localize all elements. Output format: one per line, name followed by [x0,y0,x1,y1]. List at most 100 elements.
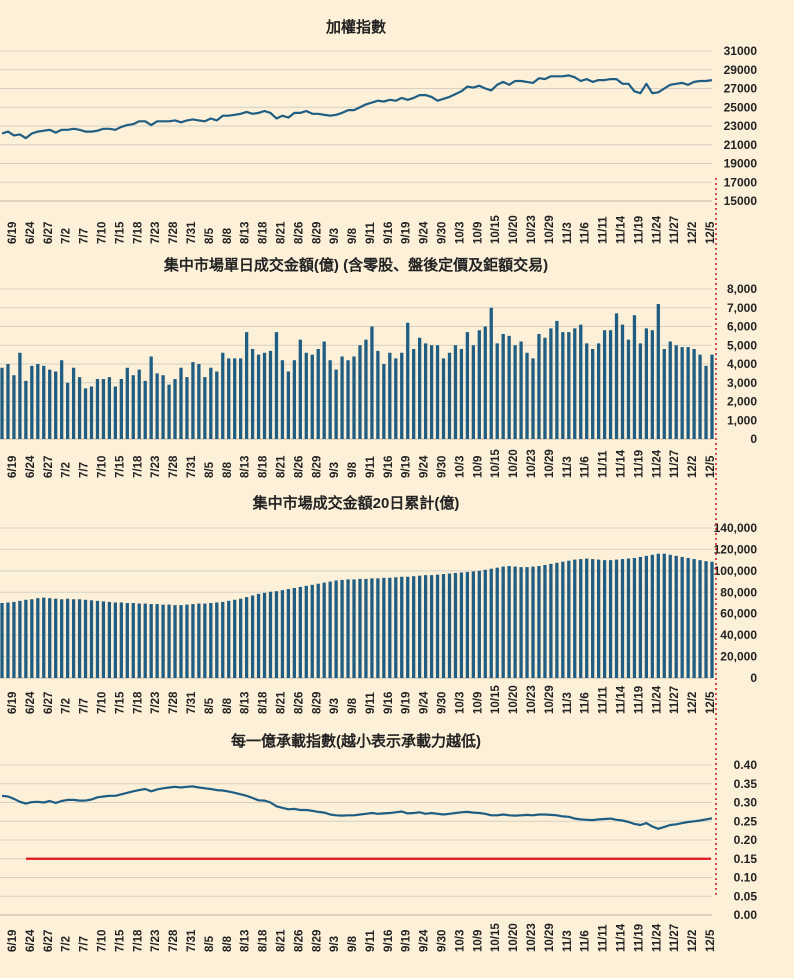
bar-mark [256,593,261,678]
y-tick-label: 4,000 [727,357,757,371]
bar-mark [250,349,255,439]
x-tick-label: 7/28 [168,221,180,244]
bar-mark [60,599,64,678]
bar-mark [286,371,291,439]
bar-mark [626,558,631,678]
x-tick-label: 7/23 [150,930,162,952]
x-tick-label: 9/11 [365,930,377,952]
chart-title: 每一億承載指數(越小表示承載力越低) [231,732,481,750]
bar-mark [298,339,302,439]
bar-mark [239,598,243,678]
x-tick-label: 7/2 [61,462,73,478]
x-tick-label: 9/30 [437,456,449,478]
bar-mark [185,377,189,439]
bar-mark [12,601,16,678]
bar-mark [36,364,40,439]
bar-mark [412,349,416,439]
bar-mark [161,604,165,678]
x-tick-label: 11/27 [669,216,681,244]
bar-mark [674,555,678,678]
y-tick-label: 100,000 [714,564,758,578]
x-tick-label: 6/24 [25,455,37,478]
bar-mark [60,360,64,439]
x-tick-label: 7/18 [132,455,144,478]
bar-mark [340,579,344,678]
x-tick-label: 8/8 [222,935,234,952]
x-tick-label: 11/6 [580,456,592,478]
y-tick-label: 7,000 [727,301,757,315]
bar-mark [394,577,398,678]
bar-mark [292,360,296,439]
bar-mark [573,559,577,678]
bar-mark [0,603,4,678]
bar-mark [585,558,589,678]
bar-mark [459,572,464,678]
bar-mark [83,388,88,439]
bar-mark [471,571,475,678]
x-tick-label: 10/15 [490,923,502,952]
chart-title: 集中市場成交金額20日累計(億) [252,494,460,512]
bar-mark [340,356,344,439]
x-tick-label: 11/11 [598,450,610,478]
x-tick-label: 9/11 [365,692,377,714]
y-tick-label: 0.25 [734,814,758,828]
y-tick-label: 19000 [724,157,758,171]
x-tick-label: 7/28 [168,455,180,478]
bar-mark [698,560,702,678]
bar-mark [602,560,607,678]
bar-mark [549,328,553,439]
y-tick-label: 1,000 [727,413,757,427]
x-tick-label: 9/16 [383,692,395,714]
x-tick-label: 8/8 [222,461,234,478]
bar-mark [54,598,58,678]
bar-mark [376,350,380,439]
bar-mark [453,345,458,439]
bar-mark [233,599,237,678]
x-tick-label: 11/19 [633,924,645,952]
bar-mark [435,345,440,439]
x-tick-label: 9/24 [419,691,431,714]
bar-mark [668,341,672,439]
chart-title: 集中市場單日成交金額(億) (含零股、盤後定價及鉅額交易) [163,256,548,274]
x-tick-label: 9/8 [347,227,359,244]
x-tick-label: 9/19 [401,930,413,952]
x-tick-label: 8/13 [240,456,252,478]
bar-mark [429,575,434,678]
bar-mark [656,304,660,439]
bar-mark [429,345,434,439]
bar-mark [668,554,672,678]
x-tick-label: 7/7 [79,936,91,952]
bar-mark [227,358,231,439]
x-tick-label: 6/19 [7,692,19,714]
chart-turnover20: 集中市場成交金額20日累計(億) 0 20,000 40,000 60,000 80,00… [0,494,757,714]
y-tick-label: 5,000 [727,338,757,352]
x-tick-label: 11/14 [616,215,628,244]
bar-mark [268,591,273,678]
x-tick-label: 9/16 [383,222,395,244]
x-tick-label: 8/5 [204,461,216,478]
bar-mark [167,604,171,678]
bar-mark [197,364,201,439]
bar-mark [191,604,195,678]
x-tick-label: 6/27 [43,692,55,714]
bar-mark [614,313,619,439]
y-tick-label: 2,000 [727,395,757,409]
x-tick-label: 10/9 [472,930,484,952]
bar-mark [656,553,660,678]
bar-mark [239,358,243,439]
bar-mark [620,559,625,678]
bar-mark [418,337,422,439]
bar-mark [131,375,135,439]
x-tick-label: 8/5 [204,935,216,952]
series-line [1,74,713,140]
bar-mark [704,561,708,678]
x-tick-label: 6/24 [25,691,37,714]
y-tick-label: 0.05 [734,889,758,903]
bar-mark [423,343,428,439]
bar-mark [543,564,547,678]
bar-mark [6,364,10,439]
x-tick-label: 11/19 [633,450,645,478]
x-tick-label: 10/9 [472,692,484,714]
bar-mark [447,352,452,439]
bar-mark [95,600,100,678]
